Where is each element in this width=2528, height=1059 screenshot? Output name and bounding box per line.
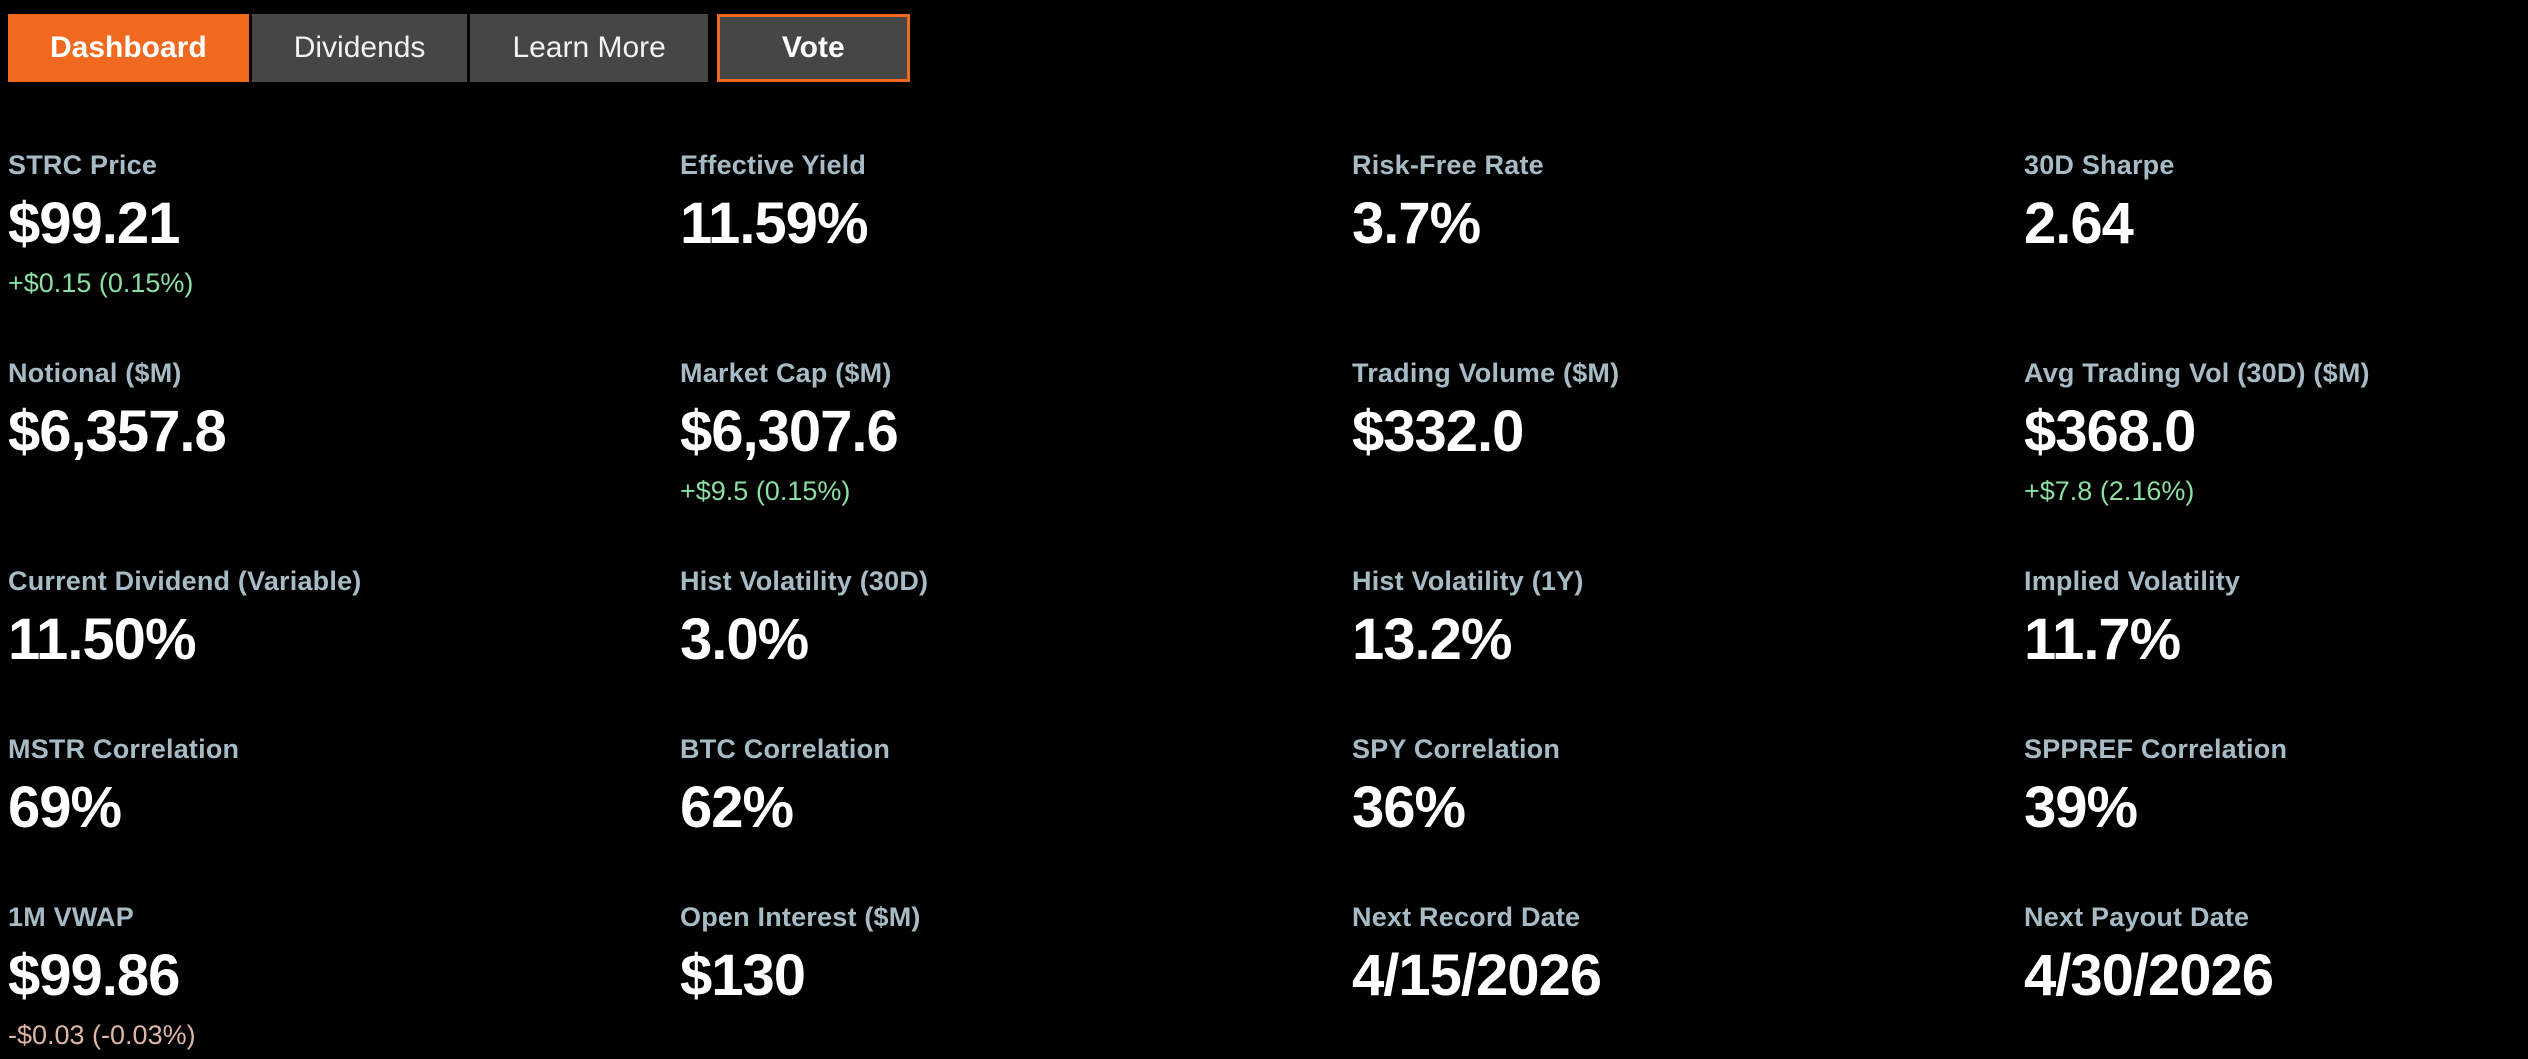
metric-label: Implied Volatility xyxy=(2024,566,2241,596)
nav-tab-label: Learn More xyxy=(512,31,666,64)
tab-dashboard[interactable]: Dashboard xyxy=(8,14,249,82)
metric-card-avg-trading-vol-30d-m: Avg Trading Vol (30D) ($M) $368.0 +$7.8 … xyxy=(2024,356,2528,508)
metric-value: 11.7% xyxy=(2024,607,2181,672)
metric-value: 62% xyxy=(680,775,794,840)
metric-card-effective-yield: Effective Yield 11.59% xyxy=(680,148,1352,300)
metric-value: 4/15/2026 xyxy=(1352,943,1602,1008)
metric-card-current-dividend-variable: Current Dividend (Variable) 11.50% xyxy=(8,564,680,676)
top-nav: Dashboard Dividends Learn More Vote xyxy=(8,14,2528,82)
metric-card-hist-volatility-1y: Hist Volatility (1Y) 13.2% xyxy=(1352,564,2024,676)
metric-card-hist-volatility-30d: Hist Volatility (30D) 3.0% xyxy=(680,564,1352,676)
metric-change: +$7.8 (2.16%) xyxy=(2024,476,2195,506)
metric-label: 1M VWAP xyxy=(8,902,134,932)
metric-card-next-record-date: Next Record Date 4/15/2026 xyxy=(1352,900,2024,1052)
metric-label: MSTR Correlation xyxy=(8,734,240,764)
metric-card-trading-volume-m: Trading Volume ($M) $332.0 xyxy=(1352,356,2024,508)
metric-value: 11.59% xyxy=(680,191,869,256)
metric-label: Avg Trading Vol (30D) ($M) xyxy=(2024,358,2370,388)
metric-card-strc-price: STRC Price $99.21 +$0.15 (0.15%) xyxy=(8,148,680,300)
metric-value: $332.0 xyxy=(1352,399,1524,464)
metric-label: Hist Volatility (30D) xyxy=(680,566,929,596)
metric-card-open-interest-m: Open Interest ($M) $130 xyxy=(680,900,1352,1052)
metrics-grid: STRC Price $99.21 +$0.15 (0.15%) Effecti… xyxy=(8,148,2528,1059)
metric-card-sppref-correlation: SPPREF Correlation 39% xyxy=(2024,732,2528,844)
metric-value: 13.2% xyxy=(1352,607,1512,672)
tab-learn-more[interactable]: Learn More xyxy=(470,14,708,82)
metric-change: -$0.03 (-0.03%) xyxy=(8,1020,196,1050)
metric-label: Trading Volume ($M) xyxy=(1352,358,1620,388)
metric-card-btc-correlation: BTC Correlation 62% xyxy=(680,732,1352,844)
metric-card-1m-vwap: 1M VWAP $99.86 -$0.03 (-0.03%) xyxy=(8,900,680,1052)
metric-label: Current Dividend (Variable) xyxy=(8,566,362,596)
metric-value: $368.0 xyxy=(2024,399,2196,464)
tab-dividends[interactable]: Dividends xyxy=(251,14,468,82)
metric-card-implied-volatility: Implied Volatility 11.7% xyxy=(2024,564,2528,676)
nav-tab-label: Dividends xyxy=(293,31,426,64)
metric-label: Open Interest ($M) xyxy=(680,902,921,932)
metric-label: STRC Price xyxy=(8,150,158,180)
metric-label: Hist Volatility (1Y) xyxy=(1352,566,1584,596)
metric-label: Next Payout Date xyxy=(2024,902,2250,932)
metric-label: Effective Yield xyxy=(680,150,867,180)
metric-value: 36% xyxy=(1352,775,1466,840)
metric-card-next-payout-date: Next Payout Date 4/30/2026 xyxy=(2024,900,2528,1052)
metric-label: SPPREF Correlation xyxy=(2024,734,2288,764)
metric-card-spy-correlation: SPY Correlation 36% xyxy=(1352,732,2024,844)
metric-value: $130 xyxy=(680,943,806,1008)
metric-value: 69% xyxy=(8,775,122,840)
metric-label: BTC Correlation xyxy=(680,734,891,764)
metric-card-notional-m: Notional ($M) $6,357.8 xyxy=(8,356,680,508)
metric-label: Market Cap ($M) xyxy=(680,358,892,388)
metric-value: $6,357.8 xyxy=(8,399,227,464)
metric-card-30d-sharpe: 30D Sharpe 2.64 xyxy=(2024,148,2528,300)
metric-value: 11.50% xyxy=(8,607,197,672)
metric-label: 30D Sharpe xyxy=(2024,150,2175,180)
metric-card-market-cap-m: Market Cap ($M) $6,307.6 +$9.5 (0.15%) xyxy=(680,356,1352,508)
metric-label: Next Record Date xyxy=(1352,902,1581,932)
metric-card-risk-free-rate: Risk-Free Rate 3.7% xyxy=(1352,148,2024,300)
metric-value: 2.64 xyxy=(2024,191,2134,256)
metric-change: +$0.15 (0.15%) xyxy=(8,268,194,298)
metric-value: 4/30/2026 xyxy=(2024,943,2274,1008)
metric-label: Risk-Free Rate xyxy=(1352,150,1544,180)
metric-value: 39% xyxy=(2024,775,2138,840)
metric-value: $99.86 xyxy=(8,943,180,1008)
metric-label: SPY Correlation xyxy=(1352,734,1561,764)
metric-value: $99.21 xyxy=(8,191,180,256)
tab-vote[interactable]: Vote xyxy=(716,14,910,82)
metric-label: Notional ($M) xyxy=(8,358,182,388)
metric-value: 3.0% xyxy=(680,607,809,672)
nav-tab-label: Dashboard xyxy=(50,31,207,64)
metric-value: $6,307.6 xyxy=(680,399,899,464)
metric-change: +$9.5 (0.15%) xyxy=(680,476,851,506)
metric-card-mstr-correlation: MSTR Correlation 69% xyxy=(8,732,680,844)
metric-value: 3.7% xyxy=(1352,191,1481,256)
nav-tab-label: Vote xyxy=(781,31,845,64)
